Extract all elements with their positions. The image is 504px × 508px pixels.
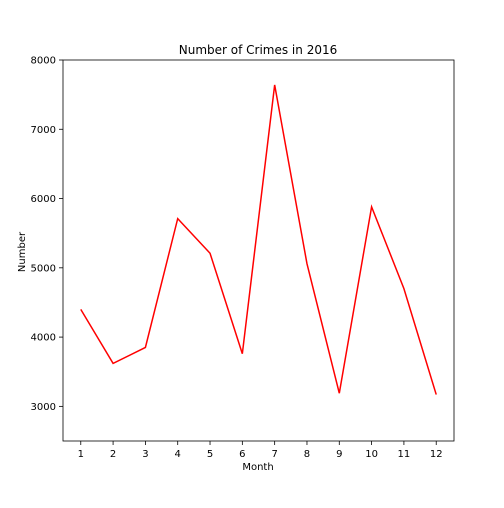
y-axis-label: Number: [17, 231, 28, 272]
y-tick-label: 3000: [31, 402, 56, 413]
y-tick-label: 4000: [31, 333, 56, 344]
x-tick-label: 1: [78, 449, 84, 460]
chart-title: Number of Crimes in 2016: [179, 43, 337, 57]
x-axis-label: Month: [242, 462, 273, 473]
x-tick-label: 3: [142, 449, 148, 460]
y-axis-ticks: 3000 4000 5000 6000 7000 8000: [31, 56, 63, 413]
x-tick-label: 7: [271, 449, 277, 460]
y-tick-label: 7000: [31, 125, 56, 136]
x-tick-label: 6: [239, 449, 245, 460]
x-tick-label: 2: [110, 449, 116, 460]
x-tick-label: 4: [175, 449, 181, 460]
series-layer: [80, 84, 437, 395]
y-tick-label: 5000: [31, 263, 56, 274]
x-axis-ticks: 1 2 3 4 5 6 7 8 9 10 11 12: [78, 441, 443, 460]
x-tick-label: 11: [398, 449, 411, 460]
plot-area-frame: [62, 59, 455, 442]
x-tick-label: 5: [207, 449, 213, 460]
y-tick-label: 8000: [31, 56, 56, 67]
x-tick-label: 9: [336, 449, 342, 460]
x-tick-label: 10: [365, 449, 378, 460]
series-line: [80, 84, 437, 395]
x-tick-label: 12: [430, 449, 443, 460]
y-tick-label: 6000: [31, 194, 56, 205]
x-tick-label: 8: [304, 449, 310, 460]
